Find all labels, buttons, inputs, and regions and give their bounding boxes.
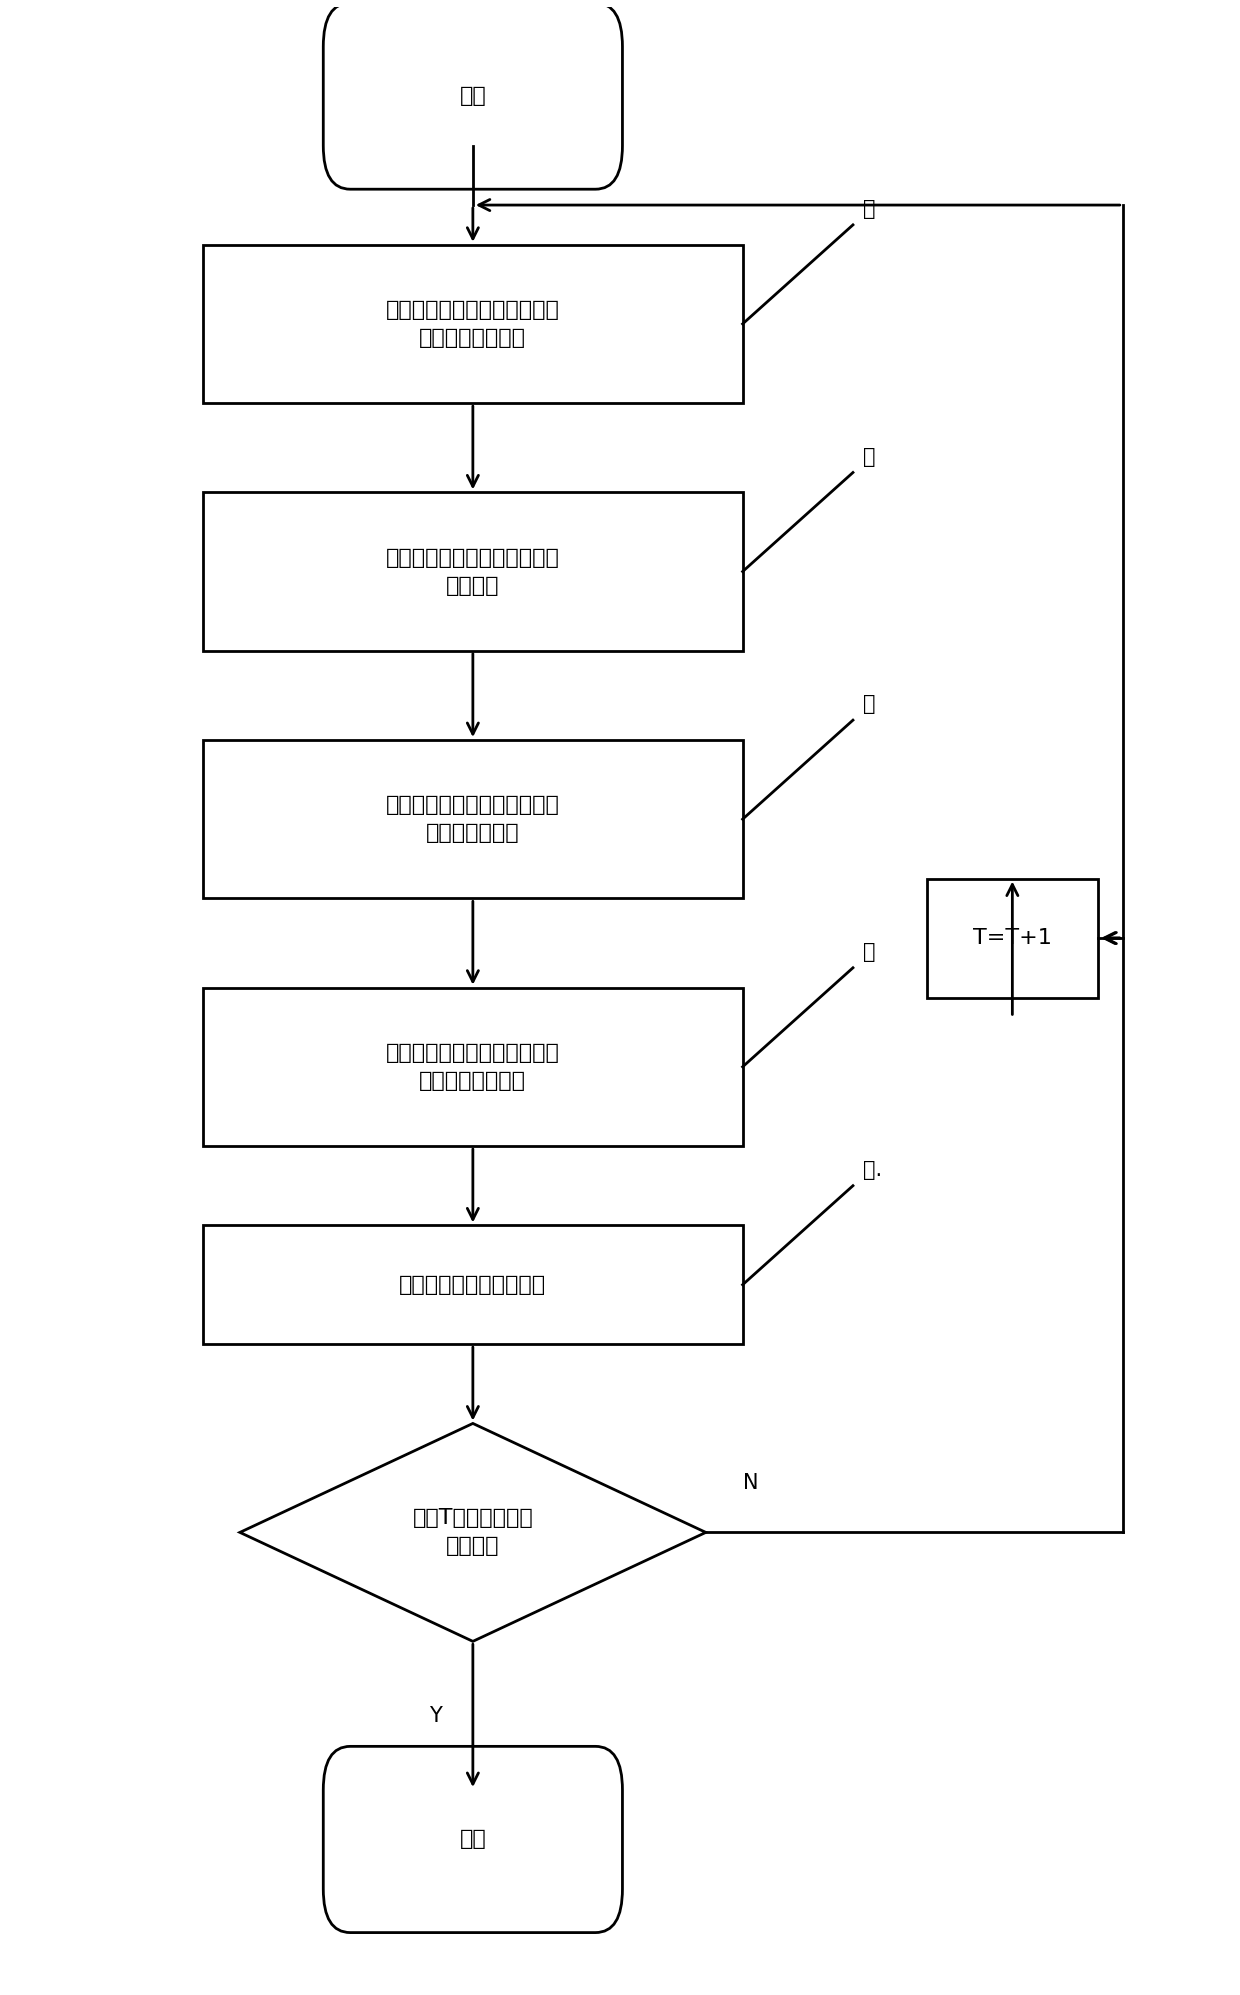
Bar [203,493,743,650]
Text: T=T+1: T=T+1 [973,928,1052,948]
Text: 二: 二 [863,447,875,467]
Text: 四: 四 [863,942,875,962]
FancyBboxPatch shape [324,1746,622,1933]
Bar [203,740,743,898]
Text: 五.: 五. [863,1159,882,1179]
Text: 检测T时刻是否到达
目标位置: 检测T时刻是否到达 目标位置 [413,1508,533,1556]
Bar [203,1225,743,1345]
Text: 三: 三 [863,694,875,714]
Text: Y: Y [429,1706,443,1726]
Text: 计算机械臂伺服控制系统的滑
模趋近律和控制量: 计算机械臂伺服控制系统的滑 模趋近律和控制量 [386,1043,559,1091]
Text: 建立分数阶微分算子离散化滤
波器的数学模型: 建立分数阶微分算子离散化滤 波器的数学模型 [386,796,559,844]
FancyBboxPatch shape [324,2,622,190]
Text: 结束: 结束 [460,1829,486,1849]
Polygon shape [239,1424,706,1642]
Text: 建立柔性关节机械臂伺服系统
的动力学数学模型: 建立柔性关节机械臂伺服系统 的动力学数学模型 [386,299,559,347]
Bar [203,988,743,1145]
Text: 一: 一 [863,200,875,219]
Text: 更新机械臂关节状态参数: 更新机械臂关节状态参数 [399,1275,547,1295]
Bar [926,878,1099,998]
Text: N: N [743,1472,758,1492]
Text: 计算伺服控制系统的跟踪误差
和滑模面: 计算伺服控制系统的跟踪误差 和滑模面 [386,547,559,597]
Bar [203,245,743,403]
Text: 开始: 开始 [460,86,486,106]
